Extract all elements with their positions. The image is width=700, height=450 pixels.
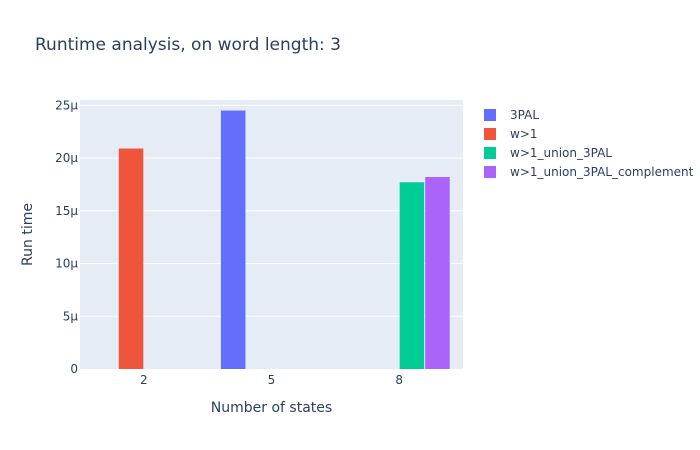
legend-swatch <box>484 109 496 121</box>
chart-title: Runtime analysis, on word length: 3 <box>35 35 341 55</box>
x-axis-title: Number of states <box>211 400 332 416</box>
bar-w>1_union_3PAL_complement <box>425 177 450 369</box>
y-axis-title: Run time <box>20 203 36 266</box>
legend-swatch <box>484 166 496 178</box>
grid-lines <box>80 104 463 317</box>
plot-background <box>80 100 463 369</box>
x-tick-label: 8 <box>395 373 403 387</box>
y-tick-label: 5μ <box>63 309 79 323</box>
bars-layer <box>118 110 450 370</box>
y-tick-label: 0 <box>70 362 78 376</box>
legend-swatch <box>484 147 496 159</box>
legend-swatch <box>484 128 496 140</box>
x-tick-label: 5 <box>268 373 276 387</box>
legend-item-label: w>1 <box>510 127 538 141</box>
x-axis-ticks: 2 5 8 <box>140 373 403 387</box>
bar-w>1_union_3PAL <box>399 182 425 369</box>
y-tick-label: 25μ <box>55 98 78 112</box>
legend-item-label: 3PAL <box>510 108 539 122</box>
bar-w>1 <box>118 148 144 369</box>
y-tick-label: 20μ <box>55 151 78 165</box>
y-tick-label: 15μ <box>55 204 78 218</box>
y-axis-ticks: 0 5μ 10μ 15μ 20μ 25μ <box>55 98 78 376</box>
legend: 3PAL w>1 w>1_union_3PAL w>1_union_3PAL_comp… <box>484 108 694 179</box>
bar-3PAL <box>220 110 246 370</box>
x-tick-label: 2 <box>140 373 148 387</box>
legend-item-label: w>1_union_3PAL_complement <box>510 165 694 179</box>
y-tick-label: 10μ <box>55 257 78 271</box>
legend-item-label: w>1_union_3PAL <box>510 146 612 160</box>
